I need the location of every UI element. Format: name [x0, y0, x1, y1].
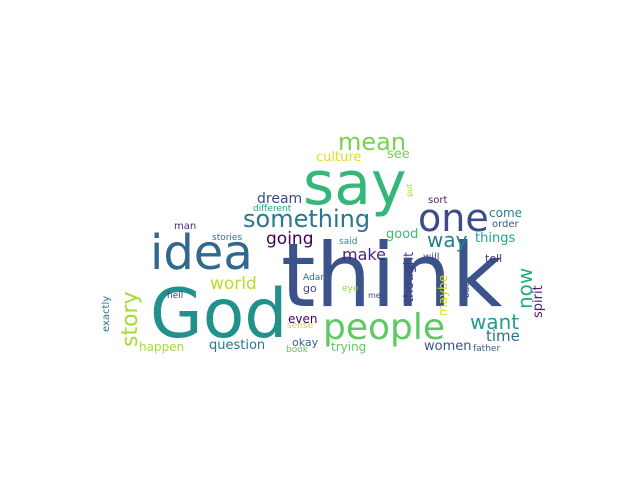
word: maybe	[436, 274, 450, 316]
word: trying	[331, 340, 367, 354]
word: God	[150, 275, 288, 354]
word: make	[342, 245, 386, 264]
word: exactly	[101, 295, 112, 332]
word: culture	[316, 150, 362, 165]
word: put	[405, 183, 414, 197]
word: say	[303, 149, 407, 219]
word: want	[470, 310, 520, 334]
word: hell	[167, 291, 184, 301]
word: father	[473, 344, 501, 354]
word: okay	[292, 336, 319, 349]
word: man	[174, 221, 197, 232]
word: eye	[342, 284, 359, 294]
word: thought	[402, 251, 417, 303]
word: something	[243, 205, 371, 233]
word: stories	[212, 233, 243, 243]
word: world	[210, 274, 257, 294]
word: Adam	[303, 273, 329, 283]
word: way	[427, 228, 468, 252]
word: order	[492, 219, 519, 230]
word: tell	[485, 252, 503, 265]
word: book	[286, 345, 308, 355]
word: spirit	[531, 285, 546, 318]
word: will	[423, 252, 440, 263]
word: question	[209, 338, 266, 353]
word: dream	[257, 191, 303, 207]
word: women	[424, 339, 472, 354]
word: sense	[287, 321, 314, 331]
word: back	[462, 276, 472, 298]
word: one	[418, 196, 489, 240]
word: come	[489, 206, 523, 220]
word: happen	[139, 340, 185, 354]
word: things	[475, 231, 516, 246]
word: good	[386, 227, 419, 242]
word: people	[323, 307, 446, 348]
word: story	[118, 291, 143, 347]
word: time	[486, 327, 520, 345]
word: sort	[428, 195, 448, 206]
word: different	[253, 204, 292, 214]
word: even	[288, 312, 318, 326]
word: said	[339, 237, 358, 247]
word: go	[303, 282, 317, 295]
word: men	[368, 291, 386, 300]
word: see	[387, 147, 410, 162]
word: mean	[338, 128, 407, 156]
word: think	[281, 224, 503, 327]
word: going	[266, 229, 314, 249]
word: idea	[150, 225, 253, 281]
